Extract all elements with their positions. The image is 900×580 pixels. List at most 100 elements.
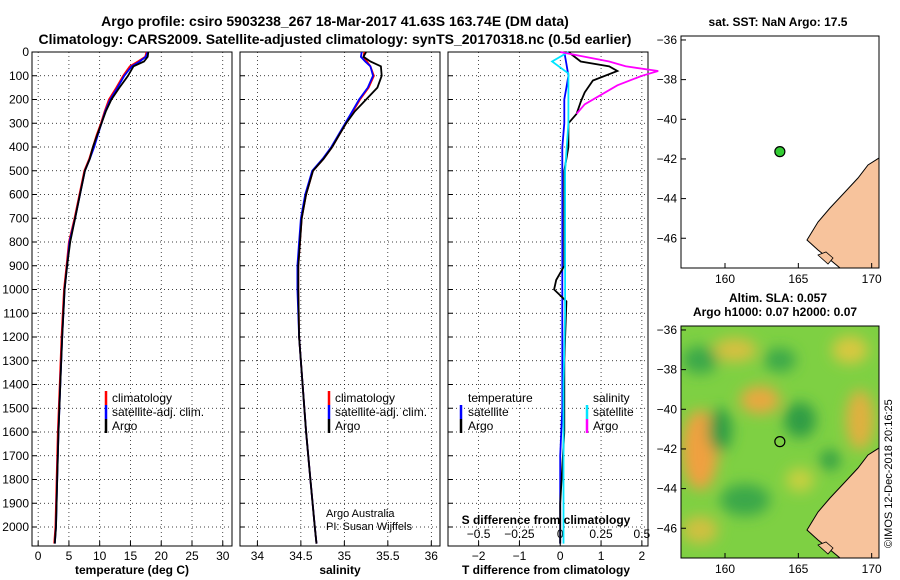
x-tick-label: 35.5 — [376, 549, 400, 563]
series-line-argo — [53, 51, 150, 544]
sst-map: 160 165 170 −36 −38 −40 −42 −44 −46 — [657, 33, 882, 286]
sla-map-frame — [680, 325, 880, 559]
x-tick-label: 2 — [639, 549, 646, 563]
argo-float-position — [774, 146, 786, 158]
y-tick-label: 100 — [9, 69, 29, 83]
series-line-s-satellite — [550, 51, 570, 544]
y-tick-label: 1200 — [2, 330, 29, 344]
sst-map-land — [806, 157, 879, 268]
legend-s-satellite: satellite — [593, 405, 634, 419]
x-tick-label: 20 — [155, 549, 169, 563]
lon-tick-label: 165 — [788, 562, 808, 576]
temperature-legend: climatology satellite-adj. clim. Argo — [104, 391, 204, 433]
temperature-plot-frame — [31, 51, 233, 547]
legend-t-satellite: satellite — [468, 405, 509, 419]
x-tick-label: 36 — [425, 549, 439, 563]
x-tick-label: 1 — [598, 549, 605, 563]
legend-argo: Argo — [112, 419, 138, 433]
difference-plot: −2 −1 0 1 2−0.5 −0.25 0 0.25 0.5 — [448, 51, 659, 563]
x-tick-label: 5 — [66, 549, 73, 563]
legend-climatology: climatology — [335, 391, 395, 405]
s-diff-tick-label: −0.25 — [504, 527, 535, 541]
y-tick-label: 1500 — [2, 401, 29, 415]
x-tick-label: 15 — [124, 549, 138, 563]
y-tick-label: 900 — [9, 259, 29, 273]
y-tick-label: 1400 — [2, 378, 29, 392]
y-tick-label: 1800 — [2, 473, 29, 487]
sst-map-title: sat. SST: NaN Argo: 17.5 — [709, 15, 848, 29]
y-tick-label: 2000 — [2, 520, 29, 534]
y-tick-label: 1900 — [2, 496, 29, 510]
tdiff-xlabel: T difference from climatology — [462, 563, 630, 577]
temperature-plot: 0 5 10 15 20 25 300100200300400500600700800900… — [2, 45, 232, 563]
legend-temperature-title: temperature — [468, 391, 533, 405]
lat-tick-label: −46 — [657, 521, 678, 535]
difference-plot-frame — [447, 51, 649, 547]
legend-argo: Argo — [335, 419, 361, 433]
y-tick-label: 1000 — [2, 283, 29, 297]
series-line-t-satellite — [559, 51, 570, 544]
x-tick-label: 25 — [185, 549, 199, 563]
x-tick-label: −1 — [513, 549, 527, 563]
x-tick-label: 10 — [93, 549, 107, 563]
y-tick-label: 1100 — [3, 306, 29, 320]
x-tick-label: 34.5 — [289, 549, 313, 563]
lat-tick-label: −40 — [657, 402, 678, 416]
credit-line-2: PI: Susan Wijffels — [326, 521, 412, 533]
x-tick-label: 30 — [216, 549, 230, 563]
s-diff-tick-label: −0.5 — [467, 527, 491, 541]
legend-s-argo: Argo — [593, 419, 619, 433]
lon-tick-label: 170 — [862, 272, 882, 286]
title-line-1: Argo profile: csiro 5903238_267 18-Mar-2… — [101, 13, 569, 29]
y-tick-label: 0 — [22, 45, 29, 59]
y-tick-label: 700 — [9, 211, 29, 225]
x-tick-label: 34 — [251, 549, 265, 563]
salinity-plot: 34 34.5 35 35.5 36 — [240, 51, 440, 563]
title-line-2: Climatology: CARS2009. Satellite-adjuste… — [39, 31, 632, 47]
lat-tick-label: −38 — [657, 363, 678, 377]
sla-map-title-1: Altim. SLA: 0.057 — [729, 291, 827, 305]
credit-line-1: Argo Australia — [326, 508, 395, 520]
lon-tick-label: 165 — [788, 272, 808, 286]
salinity-xlabel: salinity — [319, 563, 361, 577]
y-tick-label: 400 — [9, 140, 29, 154]
lat-tick-label: −36 — [657, 33, 678, 47]
x-tick-label: 0 — [35, 549, 42, 563]
legend-satellite: satellite-adj. clim. — [335, 405, 427, 419]
lon-tick-label: 170 — [862, 562, 882, 576]
salinity-legend: climatology satellite-adj. clim. Argo — [327, 391, 427, 433]
y-tick-label: 300 — [9, 116, 29, 130]
legend-t-argo: Argo — [468, 419, 494, 433]
legend-salinity-title: salinity — [593, 391, 630, 405]
y-tick-label: 1600 — [2, 425, 29, 439]
salinity-plot-frame — [239, 51, 441, 547]
series-line-s-argo — [560, 51, 659, 115]
y-tick-label: 500 — [9, 164, 29, 178]
lon-tick-label: 160 — [715, 562, 735, 576]
legend-climatology: climatology — [112, 391, 172, 405]
sla-map-title-2: Argo h1000: 0.07 h2000: 0.07 — [693, 305, 857, 319]
s-diff-tick-label: 0.5 — [634, 527, 651, 541]
y-tick-label: 1700 — [2, 449, 29, 463]
y-tick-label: 800 — [9, 235, 29, 249]
sla-field — [682, 336, 874, 544]
y-tick-label: 200 — [9, 93, 29, 107]
argo-float-position — [774, 436, 786, 448]
sla-map: 160 165 170 −36 −38 −40 −42 −44 −46 — [657, 323, 882, 576]
y-tick-label: 1300 — [2, 354, 29, 368]
s-diff-tick-label: 0.25 — [589, 527, 613, 541]
sla-heatmap — [681, 326, 879, 558]
stewart-island — [817, 251, 834, 265]
imos-stamp: ©IMOS 12-Dec-2018 20:16:25 — [883, 399, 895, 548]
x-tick-label: 0 — [557, 549, 564, 563]
temperature-xlabel: temperature (deg C) — [75, 563, 189, 577]
y-tick-label: 600 — [9, 188, 29, 202]
lat-tick-label: −44 — [657, 482, 678, 496]
stewart-island — [817, 541, 834, 555]
lon-tick-label: 160 — [715, 272, 735, 286]
lat-tick-label: −44 — [657, 192, 678, 206]
x-tick-label: 35 — [338, 549, 352, 563]
lat-tick-label: −42 — [657, 442, 678, 456]
